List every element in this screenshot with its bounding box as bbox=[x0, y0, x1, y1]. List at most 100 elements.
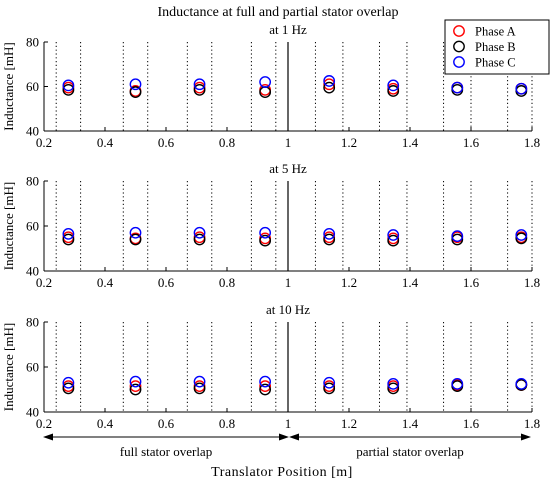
data-point-phase-b bbox=[129, 233, 142, 246]
y-tick-label: 80 bbox=[26, 315, 39, 330]
series-phase-c bbox=[62, 75, 528, 95]
x-tick-label: 1.4 bbox=[402, 135, 419, 150]
legend-entry-phase-a: Phase A bbox=[453, 25, 516, 39]
y-tick-label: 80 bbox=[26, 35, 39, 50]
data-point-phase-b bbox=[193, 83, 206, 96]
legend-label-phase-b: Phase B bbox=[475, 40, 516, 54]
subplot-at-1-hz: 0.2 0.4 0.6 0.8 1 1.2 1.4 1.6 1.8 40 60 80 at 1 Hz In… bbox=[1, 22, 540, 150]
legend-box bbox=[444, 19, 550, 75]
data-point-phase-c bbox=[451, 230, 464, 243]
data-point-phase-c bbox=[323, 227, 336, 240]
data-point-phase-c bbox=[193, 375, 206, 388]
x-tick-label: 1 bbox=[285, 135, 292, 150]
data-point-phase-b bbox=[129, 86, 142, 98]
data-point-phase-c bbox=[193, 78, 206, 91]
x-tick-label: 1.4 bbox=[402, 416, 419, 431]
y-tick-label: 60 bbox=[26, 79, 39, 94]
full-overlap-arrow-left-head bbox=[43, 433, 53, 441]
subplots: 0.2 0.4 0.6 0.8 1 1.2 1.4 1.6 1.8 40 60 80 at 1 Hz In… bbox=[1, 22, 540, 431]
subplot-at-10-hz: 0.2 0.4 0.6 0.8 1 1.2 1.4 1.6 1.8 40 60 80 at 10 Hz I… bbox=[1, 302, 540, 431]
data-point-phase-c bbox=[259, 375, 272, 388]
x-tick-label: 0.2 bbox=[36, 135, 52, 150]
subplot-title: at 1 Hz bbox=[269, 22, 307, 37]
x-tick-label: 1 bbox=[285, 275, 292, 290]
y-tick-label: 80 bbox=[26, 174, 39, 189]
x-tick-label: 1.8 bbox=[524, 275, 540, 290]
data-point-phase-b bbox=[387, 382, 400, 395]
x-tick-label: 0.2 bbox=[36, 416, 52, 431]
figure-title: Inductance at full and partial stator ov… bbox=[157, 5, 398, 20]
legend-entry-phase-c: Phase C bbox=[453, 56, 516, 70]
y-axis-label: Inductance [mH] bbox=[1, 182, 16, 270]
legend-marker-phase-c bbox=[453, 56, 465, 68]
x-axis-label: Translator Position [m] bbox=[211, 465, 353, 480]
data-point-phase-b bbox=[62, 233, 75, 246]
subplot-title: at 5 Hz bbox=[269, 161, 307, 176]
data-point-phase-a bbox=[259, 380, 272, 393]
data-point-phase-c bbox=[451, 81, 464, 94]
data-point-phase-c bbox=[129, 78, 142, 91]
series-phase-c bbox=[62, 375, 528, 390]
x-tick-label: 0.6 bbox=[158, 135, 175, 150]
x-tick-label: 0.2 bbox=[36, 275, 52, 290]
series-phase-b bbox=[62, 232, 528, 247]
x-tick-label: 1.8 bbox=[524, 135, 540, 150]
x-tick-label: 1.6 bbox=[463, 135, 480, 150]
data-point-phase-b bbox=[323, 233, 336, 246]
data-point-phase-b bbox=[323, 81, 336, 94]
data-point-phase-b bbox=[129, 383, 142, 396]
y-axis-label: Inductance [mH] bbox=[1, 323, 16, 411]
data-point-phase-a bbox=[129, 380, 142, 393]
legend-entry-phase-b: Phase B bbox=[453, 40, 516, 54]
legend-marker-phase-b bbox=[453, 40, 465, 53]
data-point-phase-c bbox=[62, 79, 75, 92]
x-tick-label: 0.8 bbox=[219, 416, 235, 431]
x-tick-label: 1.2 bbox=[341, 275, 357, 290]
data-point-phase-b bbox=[259, 234, 272, 247]
partial-overlap-arrow-left-head bbox=[289, 433, 299, 441]
data-point-phase-c bbox=[515, 377, 528, 390]
x-tick-label: 1 bbox=[285, 416, 292, 431]
data-point-phase-c bbox=[387, 79, 400, 92]
data-point-phase-b bbox=[323, 382, 336, 395]
data-point-phase-c bbox=[515, 82, 528, 95]
x-tick-label: 0.6 bbox=[158, 275, 175, 290]
y-axis-label: Inductance [mH] bbox=[1, 42, 16, 130]
x-tick-label: 1.6 bbox=[463, 275, 480, 290]
data-point-phase-c bbox=[387, 377, 400, 390]
x-tick-label: 0.4 bbox=[97, 135, 114, 150]
x-tick-label: 0.8 bbox=[219, 275, 235, 290]
data-point-phase-b bbox=[515, 232, 528, 245]
x-tick-label: 1.2 bbox=[341, 416, 357, 431]
y-tick-label: 60 bbox=[26, 360, 39, 375]
subplot-at-5-hz: 0.2 0.4 0.6 0.8 1 1.2 1.4 1.6 1.8 40 60 80 at 5 Hz In… bbox=[1, 161, 540, 290]
x-tick-label: 1.2 bbox=[341, 135, 357, 150]
data-point-phase-b bbox=[193, 382, 206, 395]
data-point-phase-b bbox=[62, 382, 75, 395]
legend: Phase A Phase B Phase C bbox=[444, 19, 550, 75]
data-point-phase-c bbox=[62, 227, 75, 240]
data-point-phase-c bbox=[323, 376, 336, 389]
data-point-phase-c bbox=[323, 75, 336, 87]
data-point-phase-a bbox=[323, 78, 336, 91]
legend-label-phase-c: Phase C bbox=[475, 56, 516, 70]
data-point-phase-c bbox=[129, 226, 142, 239]
x-tick-label: 1.8 bbox=[524, 416, 540, 431]
partial-overlap-arrow-right-head bbox=[521, 433, 531, 441]
partial-overlap-label: partial stator overlap bbox=[356, 444, 464, 459]
data-point-phase-c bbox=[129, 375, 142, 388]
y-tick-label: 40 bbox=[26, 124, 39, 139]
data-point-phase-c bbox=[451, 377, 464, 390]
data-point-phase-c bbox=[62, 376, 75, 389]
y-tick-label: 40 bbox=[26, 405, 39, 420]
data-point-phase-c bbox=[259, 226, 272, 239]
legend-label-phase-a: Phase A bbox=[475, 25, 516, 39]
full-overlap-label: full stator overlap bbox=[120, 444, 212, 459]
data-point-phase-b bbox=[193, 233, 206, 246]
legend-marker-phase-a bbox=[453, 25, 465, 37]
y-tick-label: 60 bbox=[26, 219, 39, 234]
x-tick-label: 1.6 bbox=[463, 416, 480, 431]
full-overlap-arrow-right-head bbox=[279, 433, 289, 441]
x-tick-label: 0.6 bbox=[158, 416, 175, 431]
